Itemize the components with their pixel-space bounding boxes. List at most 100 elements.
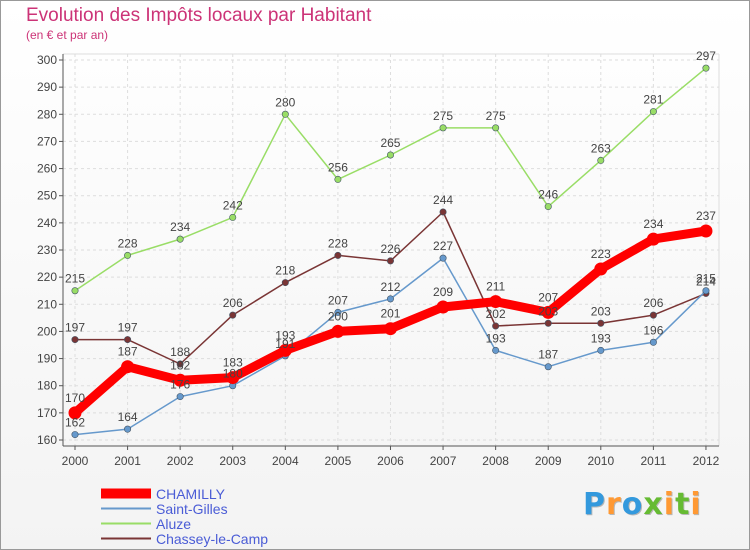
- logo-letter: x: [643, 487, 664, 522]
- data-label: 297: [696, 49, 716, 63]
- data-point: [649, 338, 657, 346]
- data-point: [544, 319, 552, 327]
- data-label: 182: [170, 358, 190, 372]
- data-point: [281, 110, 289, 118]
- data-point: [71, 336, 79, 344]
- data-point: [281, 279, 289, 287]
- data-label: 203: [538, 304, 558, 318]
- data-label: 263: [591, 141, 611, 155]
- legend-item: Chassey-le-Camp: [100, 530, 269, 547]
- data-label: 234: [643, 217, 663, 231]
- data-label: 200: [328, 309, 348, 323]
- data-label: 228: [328, 236, 348, 250]
- x-tick-label: 2007: [430, 454, 457, 468]
- series-line: [74, 67, 707, 292]
- y-tick-label: 260: [37, 162, 57, 176]
- gridlines: [63, 53, 720, 446]
- data-point: [439, 124, 447, 132]
- legend-label: Aluze: [156, 515, 192, 532]
- logo-letter: o: [621, 487, 644, 522]
- data-label: 201: [380, 307, 400, 321]
- data-point: [649, 311, 657, 319]
- data-point: [71, 287, 79, 295]
- data-label: 218: [275, 264, 295, 278]
- legend-label: Chassey-le-Camp: [156, 530, 269, 547]
- x-tick-label: 2011: [640, 454, 666, 468]
- x-tick-label: 2000: [62, 454, 89, 468]
- data-point: [386, 295, 394, 303]
- data-label: 215: [696, 272, 716, 286]
- data-label: 206: [223, 296, 243, 310]
- data-point: [383, 322, 397, 336]
- data-point: [649, 108, 657, 116]
- data-point: [646, 232, 660, 246]
- data-point: [278, 343, 292, 357]
- data-label: 180: [223, 367, 243, 381]
- data-point: [176, 393, 184, 401]
- y-tick-label: 190: [37, 352, 57, 366]
- legend-item: CHAMILLY: [100, 485, 268, 502]
- data-point: [229, 213, 237, 221]
- y-tick-label: 160: [37, 433, 57, 447]
- y-tick-label: 300: [37, 53, 57, 67]
- data-label: 215: [65, 272, 85, 286]
- data-label: 211: [486, 280, 505, 294]
- data-label: 207: [538, 290, 558, 304]
- data-label: 164: [118, 410, 138, 424]
- legend-swatch: [101, 522, 151, 525]
- data-label: 162: [65, 416, 85, 430]
- data-point: [702, 64, 710, 72]
- data-label: 223: [591, 247, 611, 261]
- data-label: 209: [433, 285, 453, 299]
- data-point: [124, 251, 132, 259]
- series-aluze: [71, 64, 710, 295]
- x-tick-label: 2010: [587, 454, 614, 468]
- data-point: [229, 311, 237, 319]
- y-tick-label: 220: [37, 270, 57, 284]
- data-label: 256: [328, 160, 348, 174]
- data-label: 191: [275, 337, 295, 351]
- x-tick-label: 2005: [325, 454, 352, 468]
- data-label: 226: [380, 242, 400, 256]
- data-point: [121, 360, 135, 374]
- data-label: 206: [643, 296, 663, 310]
- data-point: [544, 363, 552, 371]
- data-label: 196: [643, 323, 663, 337]
- x-tick-label: 2004: [272, 454, 299, 468]
- legend-item: Aluze: [100, 515, 268, 532]
- data-point: [492, 346, 500, 354]
- y-tick-label: 280: [37, 107, 57, 121]
- data-point: [492, 322, 500, 330]
- data-point: [439, 208, 447, 216]
- data-point: [173, 373, 187, 387]
- legend-label: CHAMILLY: [156, 485, 225, 502]
- data-label: 280: [275, 95, 295, 109]
- data-point: [492, 124, 500, 132]
- data-label: 202: [486, 307, 506, 321]
- y-tick-label: 180: [37, 379, 57, 393]
- data-point: [334, 175, 342, 183]
- data-label: 188: [170, 345, 190, 359]
- x-tick-label: 2008: [482, 454, 509, 468]
- legend: CHAMILLY Saint-Gilles Aluze Chassey-le-C…: [100, 485, 269, 547]
- data-label: 187: [118, 345, 138, 359]
- data-point: [226, 371, 240, 385]
- logo-letter: r: [606, 487, 622, 522]
- series-saint-gilles: [71, 254, 710, 439]
- data-label: 281: [643, 93, 663, 107]
- legend-label: Saint-Gilles: [156, 500, 228, 517]
- x-tick-label: 2009: [535, 454, 562, 468]
- data-point: [702, 287, 710, 295]
- data-point: [124, 425, 132, 433]
- data-label: 275: [486, 109, 506, 123]
- logo-letter: t: [675, 487, 691, 522]
- data-point: [594, 262, 608, 276]
- data-label: 228: [118, 236, 138, 250]
- x-tick-label: 2003: [219, 454, 246, 468]
- data-label: 212: [380, 280, 400, 294]
- legend-item: Saint-Gilles: [100, 500, 268, 517]
- y-tick-label: 290: [37, 80, 57, 94]
- data-label: 183: [223, 356, 243, 370]
